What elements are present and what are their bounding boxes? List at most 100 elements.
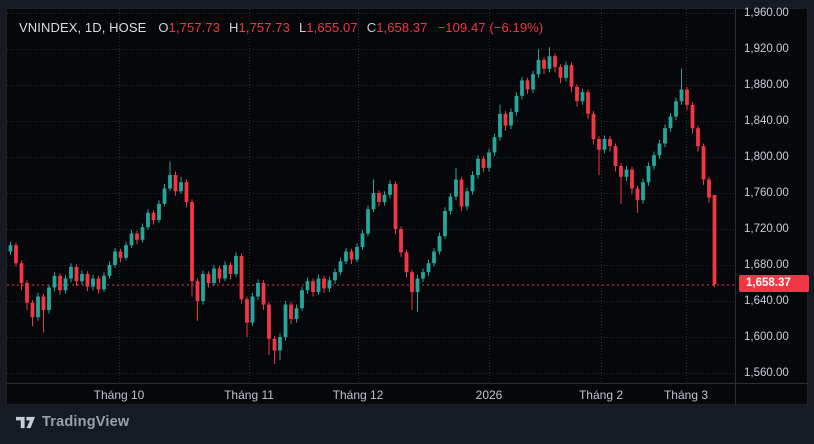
candle [465,191,469,207]
candle [41,296,46,310]
candle [514,95,519,112]
candle [696,128,700,147]
candle [608,139,612,147]
candle [85,274,90,287]
price-axis-label: 1,800.00 [744,151,789,163]
candle [206,274,211,283]
candle [707,179,711,198]
candle [305,281,310,291]
candle [124,245,128,258]
candle [564,65,568,78]
candle [256,283,260,297]
candle [96,278,101,290]
tradingview-brand-text: TradingView [42,414,130,430]
candle [404,252,409,273]
candle [690,104,695,129]
candle [52,275,57,288]
candle [69,266,73,279]
time-axis-separator [7,383,809,384]
price-axis-label: 1,560.00 [744,367,789,379]
candle [338,261,343,273]
price-axis[interactable]: 1,960.00 1,920.00 1,880.00 1,840.00 1,800.00… [736,7,809,383]
candle [151,212,156,220]
candle [168,175,172,189]
candle [146,212,150,228]
candle [547,56,552,69]
candle [157,203,161,220]
tradingview-logo-link[interactable]: TradingView [16,411,129,433]
candle [679,89,684,102]
price-axis-label: 1,920.00 [744,43,789,55]
candle [459,179,464,207]
candle [239,256,244,300]
candle [30,302,35,318]
candle [426,263,431,273]
price-axis-label: 1,640.00 [744,295,789,307]
candle [712,195,717,285]
candle [118,251,123,258]
candle [261,283,266,305]
candle [195,281,200,301]
candle [382,194,387,202]
candle [454,179,458,197]
candle [267,304,271,339]
candle [107,265,112,276]
candle [421,272,425,279]
candle [190,202,194,282]
price-axis-label: 1,680.00 [744,259,789,271]
candle [624,169,629,177]
candle [399,229,403,253]
candle [19,263,24,283]
time-axis[interactable]: Tháng 10 Tháng 11 Tháng 12 2026 Tháng 2 Tháng… [7,384,735,406]
price-axis-separator [735,9,736,406]
candle [311,281,315,292]
candle [597,139,601,150]
candle [201,274,205,301]
candle [558,67,563,78]
candle [162,188,167,204]
price-axis-label: 1,760.00 [744,187,789,199]
candle [542,59,546,69]
candle [388,184,392,195]
candle [135,233,139,240]
candle [366,209,370,234]
candlestick-chart[interactable] [7,9,735,383]
time-axis-label: Tháng 11 [224,388,274,402]
candle [586,92,590,114]
candle [250,296,255,323]
time-axis-label: Tháng 12 [332,388,384,402]
candle [641,182,645,201]
candle [674,101,678,117]
candle [173,175,178,192]
candle [47,287,51,310]
candle [140,227,145,240]
candle [646,166,651,183]
candle [327,280,332,289]
candle [289,304,293,319]
candle [509,112,513,126]
last-price-value: 1,658.37 [746,277,791,290]
candle [410,272,414,292]
candle [393,184,398,229]
price-axis-label: 1,600.00 [744,331,789,343]
time-axis-label: Tháng 3 [663,388,709,402]
candle [377,193,381,202]
candle [344,251,348,262]
candle [487,152,491,168]
candle [531,74,535,90]
candle [591,113,596,139]
candle [294,308,299,319]
symbol-title[interactable]: VNINDEX, 1D, HOSE [19,19,147,35]
candle [415,278,420,292]
candle [36,296,40,318]
candle [349,251,354,260]
candle [245,299,249,323]
candle [569,65,574,87]
candle [657,143,662,156]
tradingview-icon [16,416,35,428]
candle [355,247,359,260]
candle [652,155,656,166]
candle [283,304,288,337]
candle [63,278,68,291]
